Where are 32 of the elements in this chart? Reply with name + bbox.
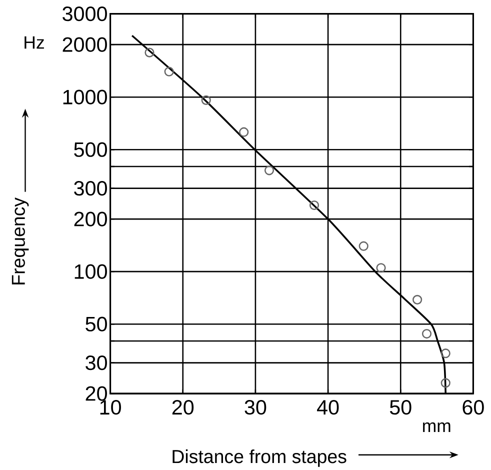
point xyxy=(239,127,249,137)
y-tick-label: 2000 xyxy=(62,37,107,52)
y-tick-label: 3000 xyxy=(62,6,107,22)
point xyxy=(309,200,320,210)
y-tick-label: 500 xyxy=(74,142,107,157)
x-tick-label: 30 xyxy=(244,400,266,415)
point xyxy=(144,48,154,58)
y-tick-label: 100 xyxy=(74,264,107,279)
x-tick-label: 40 xyxy=(317,400,339,415)
x-tick-label: 10 xyxy=(100,400,121,415)
point xyxy=(412,294,422,304)
text: mm xyxy=(423,422,450,432)
point xyxy=(201,95,211,105)
y-tick-label: 1000 xyxy=(63,90,107,104)
point xyxy=(358,241,368,251)
point xyxy=(440,348,450,358)
x-axis-title: Distance from stapes xyxy=(172,449,346,467)
x-tick-label: 20 xyxy=(172,400,194,415)
y-tick-label: 50 xyxy=(86,316,107,332)
y-tick-label: 300 xyxy=(74,180,107,196)
point xyxy=(422,328,432,339)
point xyxy=(264,166,274,176)
text: Hz xyxy=(24,36,44,49)
point xyxy=(440,378,450,388)
x-tick-label: 60 xyxy=(462,400,484,415)
y-tick-label: 30 xyxy=(86,355,107,370)
point xyxy=(376,263,386,273)
point xyxy=(164,66,174,76)
y-tick-label: 20 xyxy=(86,386,107,401)
x-tick-label: 50 xyxy=(390,400,412,415)
y-axis-title: Frequency xyxy=(12,197,29,284)
y-tick-label: 200 xyxy=(74,212,107,226)
